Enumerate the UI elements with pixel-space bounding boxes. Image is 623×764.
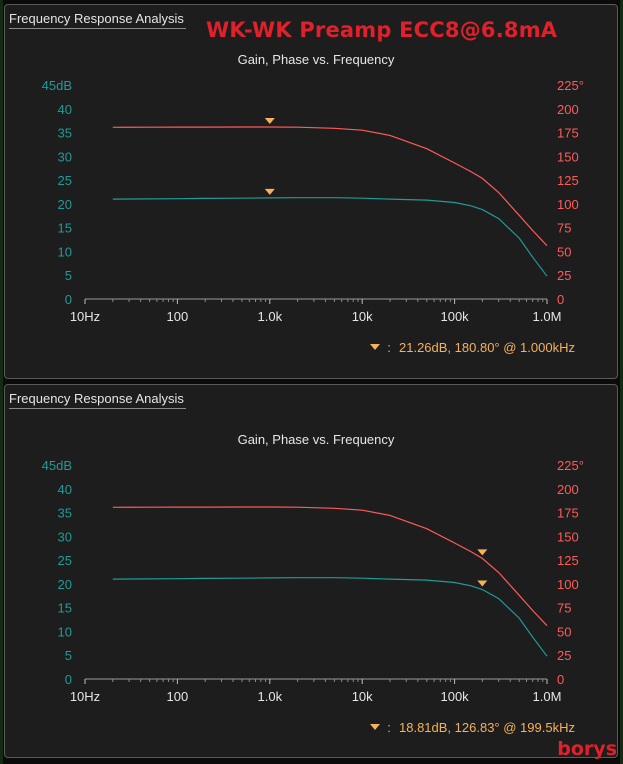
y-left-tick-label: 0: [65, 292, 72, 307]
x-tick-label: 10Hz: [70, 309, 100, 324]
readout-separator: :: [387, 340, 391, 355]
x-tick-label: 1.0k: [258, 309, 283, 324]
overlay-title: WK-WK Preamp ECC8@6.8mA: [206, 18, 558, 42]
y-left-tick-label: 35: [58, 126, 72, 141]
fra-panel-2: Frequency Response Analysis Gain, Phase …: [4, 384, 618, 758]
fra-panel-1: Frequency Response Analysis Gain, Phase …: [4, 4, 618, 379]
y-left-tick-label: 45dB: [42, 458, 72, 473]
y-left-tick-label: 20: [58, 197, 72, 212]
y-right-tick-label: 225°: [557, 458, 584, 473]
right-edge-strip: [620, 0, 623, 764]
y-right-tick-label: 75: [557, 221, 571, 236]
y-right-tick-label: 50: [557, 624, 571, 639]
gain-curve: [112, 197, 548, 277]
y-right-tick-label: 0: [557, 292, 564, 307]
y-left-tick-label: 15: [58, 601, 72, 616]
y-left-tick-label: 40: [58, 102, 72, 117]
y-left-tick-label: 30: [58, 149, 72, 164]
phase-marker: [264, 118, 275, 125]
y-right-tick-label: 100: [557, 577, 579, 592]
y-left-tick-label: 0: [65, 672, 72, 687]
phase-curve: [112, 126, 548, 247]
y-right-tick-label: 200: [557, 102, 579, 117]
y-left-tick-label: 45dB: [42, 78, 72, 93]
chart-title: Gain, Phase vs. Frequency: [238, 52, 395, 67]
y-right-tick-label: 75: [557, 601, 571, 616]
y-right-tick-label: 50: [557, 244, 571, 259]
chart-title: Gain, Phase vs. Frequency: [238, 432, 395, 447]
x-tick-label: 1.0M: [533, 689, 562, 704]
readout-separator: :: [387, 720, 391, 735]
author-watermark: borys: [557, 738, 617, 760]
y-right-tick-label: 0: [557, 672, 564, 687]
x-tick-label: 100: [167, 689, 189, 704]
left-edge-strip: [0, 0, 3, 764]
y-left-tick-label: 25: [58, 173, 72, 188]
y-right-tick-label: 225°: [557, 78, 584, 93]
x-tick-label: 10k: [352, 689, 373, 704]
y-right-tick-label: 25: [557, 268, 571, 283]
panel-title[interactable]: Frequency Response Analysis: [9, 11, 186, 29]
x-tick-label: 100: [167, 309, 189, 324]
gain-marker: [264, 188, 275, 195]
x-tick-label: 1.0k: [258, 689, 283, 704]
y-left-tick-label: 20: [58, 577, 72, 592]
y-right-tick-label: 175: [557, 506, 579, 521]
panel-title[interactable]: Frequency Response Analysis: [9, 391, 186, 409]
phase-curve: [112, 506, 548, 627]
y-left-tick-label: 10: [58, 624, 72, 639]
y-right-tick-label: 125: [557, 173, 579, 188]
y-right-tick-label: 150: [557, 149, 579, 164]
x-tick-label: 100k: [440, 689, 469, 704]
y-right-tick-label: 175: [557, 126, 579, 141]
gain-curve: [112, 577, 548, 657]
y-right-tick-label: 125: [557, 553, 579, 568]
y-left-tick-label: 5: [65, 268, 72, 283]
y-left-tick-label: 5: [65, 648, 72, 663]
readout-marker-icon: [370, 724, 380, 730]
y-right-tick-label: 150: [557, 529, 579, 544]
gain-marker: [477, 580, 488, 587]
y-left-tick-label: 10: [58, 244, 72, 259]
y-left-tick-label: 15: [58, 221, 72, 236]
y-right-tick-label: 200: [557, 482, 579, 497]
x-tick-label: 10Hz: [70, 689, 100, 704]
y-right-tick-label: 25: [557, 648, 571, 663]
y-left-tick-label: 35: [58, 506, 72, 521]
x-tick-label: 1.0M: [533, 309, 562, 324]
cursor-readout: 18.81dB, 126.83° @ 199.5kHz: [399, 720, 575, 735]
x-tick-label: 10k: [352, 309, 373, 324]
y-left-tick-label: 40: [58, 482, 72, 497]
readout-marker-icon: [370, 344, 380, 350]
phase-marker: [477, 549, 488, 556]
y-left-tick-label: 25: [58, 553, 72, 568]
cursor-readout: 21.26dB, 180.80° @ 1.000kHz: [399, 340, 575, 355]
y-left-tick-label: 30: [58, 529, 72, 544]
y-right-tick-label: 100: [557, 197, 579, 212]
x-tick-label: 100k: [440, 309, 469, 324]
